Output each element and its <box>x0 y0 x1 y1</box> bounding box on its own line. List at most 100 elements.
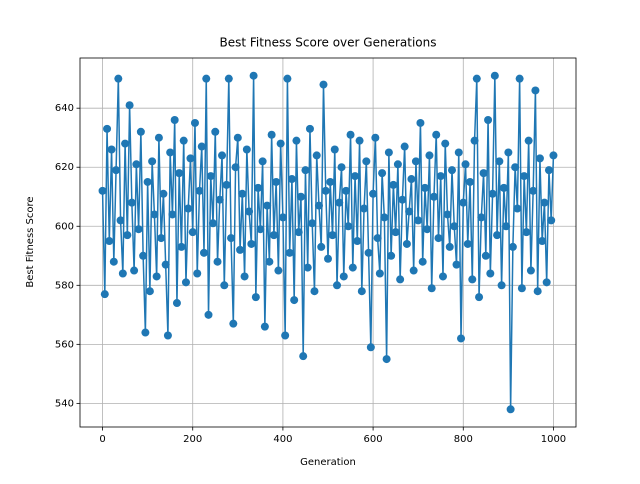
data-point <box>220 281 229 290</box>
data-point <box>278 213 287 222</box>
data-point <box>209 219 218 228</box>
data-point <box>269 231 278 240</box>
data-point <box>522 228 531 237</box>
data-point <box>378 169 387 178</box>
data-point <box>247 239 256 248</box>
data-point <box>150 210 159 219</box>
data-point <box>511 163 520 172</box>
data-point <box>389 180 398 189</box>
data-point <box>249 71 258 80</box>
data-point <box>513 204 522 213</box>
data-point <box>215 195 224 204</box>
data-point <box>351 172 360 181</box>
data-point <box>184 204 193 213</box>
data-point <box>364 248 373 257</box>
data-point <box>103 124 112 133</box>
data-point <box>240 272 249 281</box>
data-point <box>159 189 168 198</box>
data-point <box>265 257 274 266</box>
data-point <box>116 216 125 225</box>
data-point <box>524 136 533 145</box>
data-point <box>224 74 233 83</box>
data-point <box>141 328 150 337</box>
data-point <box>112 166 121 175</box>
data-point <box>495 157 504 166</box>
y-tick-label: 600 <box>55 221 74 232</box>
data-point <box>218 151 227 160</box>
data-point <box>407 175 416 184</box>
data-point <box>366 343 375 352</box>
data-point <box>335 198 344 207</box>
data-point <box>276 139 285 148</box>
y-tick-label: 560 <box>55 339 74 350</box>
data-point <box>326 177 335 186</box>
data-point <box>308 219 317 228</box>
data-point <box>303 263 312 272</box>
data-point <box>425 151 434 160</box>
data-point <box>454 148 463 157</box>
data-point <box>339 272 348 281</box>
data-point <box>330 145 339 154</box>
data-point <box>251 293 260 302</box>
x-tick-label: 800 <box>454 434 473 445</box>
data-point <box>540 198 549 207</box>
data-point <box>299 352 308 361</box>
data-point <box>157 234 166 243</box>
data-point <box>405 207 414 216</box>
data-point <box>448 166 456 175</box>
data-point <box>242 145 251 154</box>
data-point <box>195 186 204 195</box>
data-point <box>429 192 438 201</box>
data-point <box>204 310 213 319</box>
data-point <box>319 80 328 89</box>
data-point <box>342 186 351 195</box>
data-point <box>360 204 369 213</box>
data-point <box>310 287 319 296</box>
data-point <box>466 177 475 186</box>
data-point <box>452 260 461 269</box>
data-point <box>190 118 199 127</box>
data-point <box>172 299 181 308</box>
data-point <box>202 74 211 83</box>
data-point <box>274 266 283 275</box>
data-point <box>371 133 380 142</box>
data-point <box>497 281 506 290</box>
data-point <box>118 269 127 278</box>
data-point <box>375 269 384 278</box>
axes-frame <box>79 57 577 428</box>
data-point <box>470 136 479 145</box>
data-point <box>373 234 382 243</box>
data-point <box>206 172 215 181</box>
data-point <box>263 201 272 210</box>
data-point <box>193 269 202 278</box>
data-point <box>418 257 427 266</box>
data-point <box>520 172 529 181</box>
data-point <box>542 278 551 287</box>
data-point <box>490 71 499 80</box>
data-point <box>348 263 357 272</box>
data-point <box>181 278 190 287</box>
data-point <box>438 272 447 281</box>
data-point <box>168 210 177 219</box>
data-point <box>369 189 378 198</box>
data-point <box>502 222 511 231</box>
data-point <box>400 142 409 151</box>
data-point <box>114 74 123 83</box>
data-point <box>296 192 305 201</box>
data-point <box>380 213 389 222</box>
x-tick-label: 400 <box>273 434 292 445</box>
data-point <box>508 242 517 251</box>
data-point <box>355 136 364 145</box>
data-point <box>132 160 141 169</box>
data-point <box>324 254 332 263</box>
data-point <box>227 234 236 243</box>
data-point <box>292 136 301 145</box>
data-point <box>107 145 116 154</box>
data-point <box>98 186 107 195</box>
data-point <box>321 186 330 195</box>
data-point <box>416 118 425 127</box>
y-tick-label: 540 <box>55 398 74 409</box>
data-point <box>186 154 195 163</box>
data-point <box>461 160 470 169</box>
data-point <box>285 248 294 257</box>
